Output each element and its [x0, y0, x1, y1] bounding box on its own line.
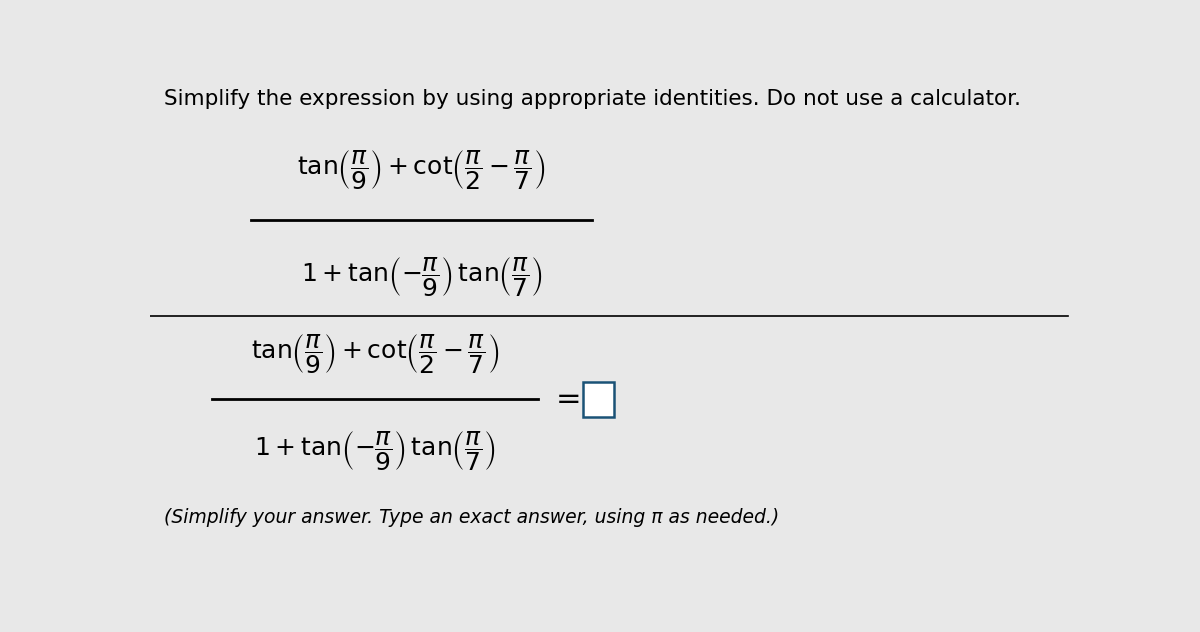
Text: =: =	[556, 385, 581, 414]
Text: $1 + \mathrm{tan}\left(-\dfrac{\pi}{9}\right)\,\mathrm{tan}\left(\dfrac{\pi}{7}\: $1 + \mathrm{tan}\left(-\dfrac{\pi}{9}\r…	[254, 429, 496, 473]
FancyBboxPatch shape	[583, 382, 614, 417]
Text: $1 + \mathrm{tan}\left(-\dfrac{\pi}{9}\right)\,\mathrm{tan}\left(\dfrac{\pi}{7}\: $1 + \mathrm{tan}\left(-\dfrac{\pi}{9}\r…	[300, 256, 542, 300]
Text: (Simplify your answer. Type an exact answer, using π as needed.): (Simplify your answer. Type an exact ans…	[164, 508, 779, 527]
Text: $\mathrm{tan}\left(\dfrac{\pi}{9}\right) + \mathrm{cot}\left(\dfrac{\pi}{2}-\dfr: $\mathrm{tan}\left(\dfrac{\pi}{9}\right)…	[251, 332, 499, 377]
Text: Simplify the expression by using appropriate identities. Do not use a calculator: Simplify the expression by using appropr…	[164, 89, 1021, 109]
Text: $\mathrm{tan}\left(\dfrac{\pi}{9}\right) + \mathrm{cot}\left(\dfrac{\pi}{2}-\dfr: $\mathrm{tan}\left(\dfrac{\pi}{9}\right)…	[298, 148, 545, 191]
